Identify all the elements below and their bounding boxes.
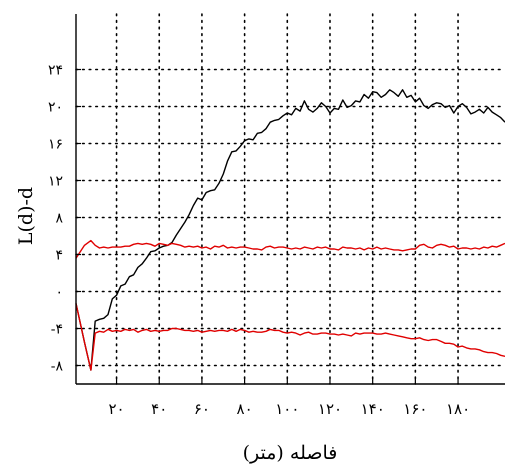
x-tick-label: ۶۰	[194, 400, 210, 418]
grid	[75, 13, 505, 385]
y-axis-label: L(d)-d	[15, 187, 37, 245]
axes	[75, 14, 505, 385]
tick-labels: ۲۰ ۴۰ ۶۰ ۸۰ ۱۰۰ ۱۲۰ ۱۴۰ ۱۶۰ ۱۸۰ -۸ -۴ ۰ ۴ ۸ ۱۲ ۱۶ ۲۰ ۲۴	[48, 63, 470, 419]
y-tick-label: ۲۴	[48, 63, 63, 79]
y-tick-label: -۴	[51, 322, 63, 338]
y-tick-label: ۰	[55, 285, 63, 301]
y-tick-label: ۸	[55, 211, 63, 227]
x-tick-label: ۱۴۰	[361, 400, 385, 418]
x-tick-label: ۲۰	[108, 400, 124, 418]
x-tick-label: ۱۲۰	[318, 400, 342, 418]
series-layer	[75, 89, 505, 371]
y-tick-label: ۴	[55, 248, 63, 264]
y-tick-label: ۲۰	[48, 100, 63, 116]
series-line-3	[75, 303, 505, 371]
y-tick-label: ۱۶	[48, 137, 63, 153]
y-tick-label: -۸	[51, 359, 64, 375]
x-tick-label: ۴۰	[151, 400, 167, 418]
x-tick-label: ۱۶۰	[403, 400, 427, 418]
x-tick-label: ۸۰	[237, 400, 253, 418]
x-tick-label: ۱۰۰	[275, 400, 299, 418]
series-line-2	[75, 239, 505, 259]
x-axis-label: فاصله (متر)	[243, 442, 338, 464]
series-line-1	[75, 89, 505, 371]
x-tick-label: ۱۸۰	[446, 400, 470, 418]
y-tick-label: ۱۲	[48, 174, 63, 190]
